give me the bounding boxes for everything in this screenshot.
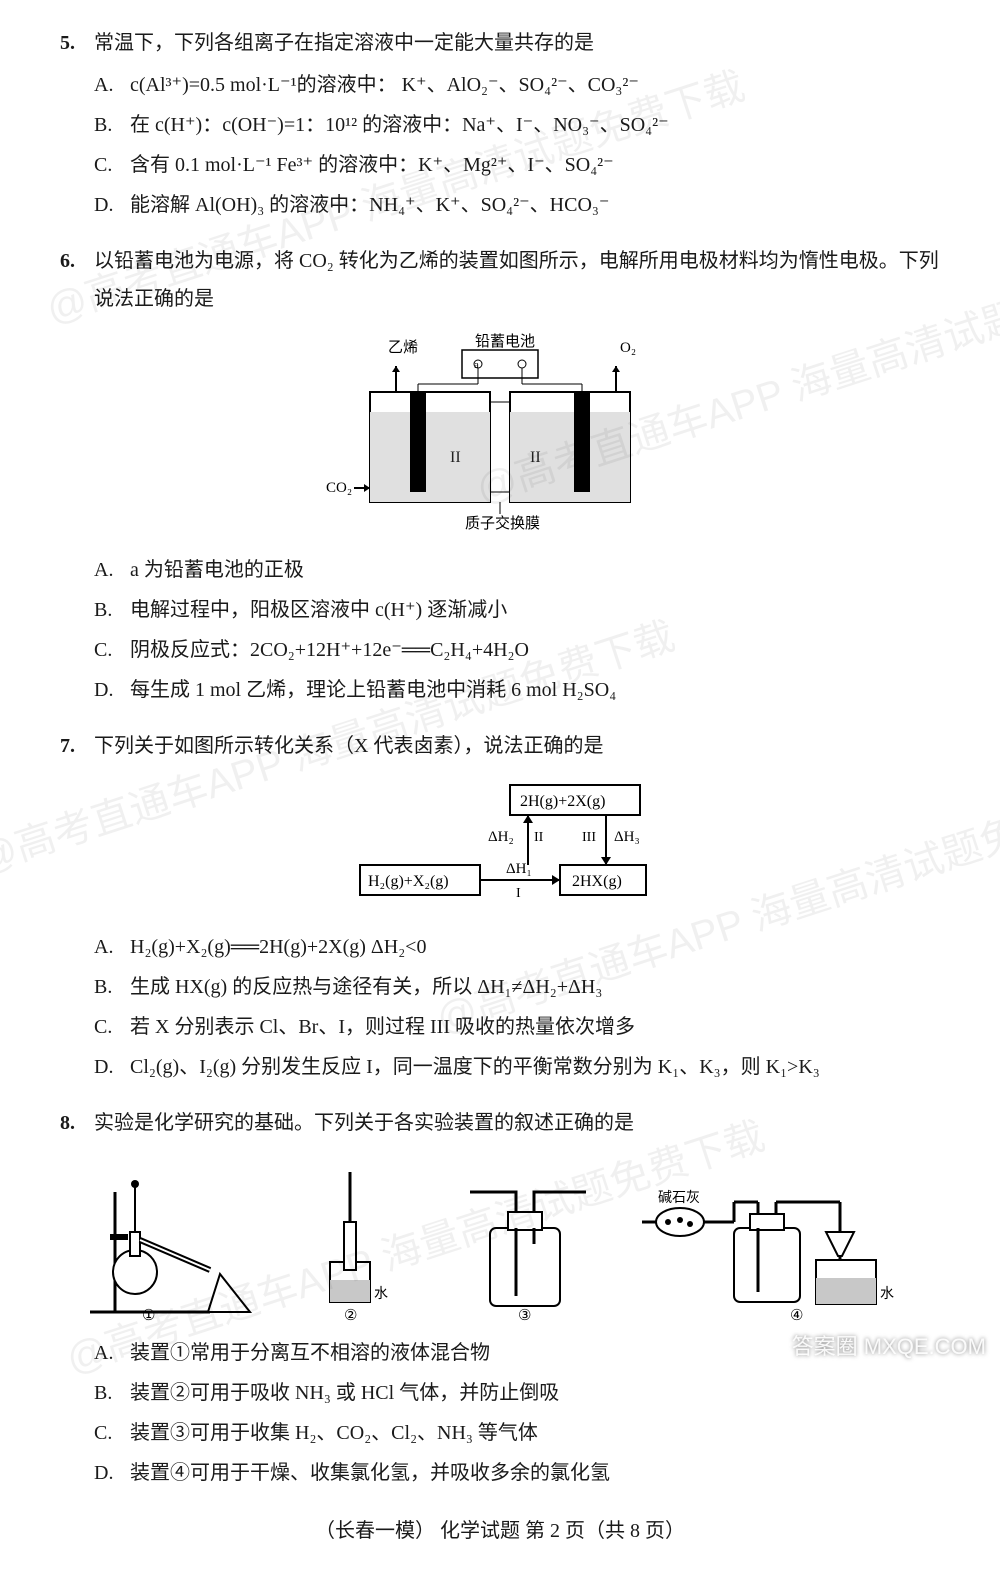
question-number: 7. (60, 727, 94, 765)
option-text: 每生成 1 mol 乙烯，理论上铅蓄电池中消耗 6 mol H₂SO₄ (130, 671, 940, 709)
option-text: 含有 0.1 mol·L⁻¹ Fe³⁺ 的溶液中：K⁺、Mg²⁺、I⁻、SO₄²… (130, 146, 940, 184)
question-5: 5. 常温下，下列各组离子在指定溶液中一定能大量共存的是 A.c(Al³⁺)=0… (60, 24, 940, 224)
label-battery: 铅蓄电池 (475, 333, 535, 350)
option-label: C. (94, 1008, 130, 1046)
question-6: 6. 以铅蓄电池为电源，将 CO₂ 转化为乙烯的装置如图所示，电解所用电极材料均… (60, 242, 940, 709)
option-c: C.装置③可用于收集 H₂、CO₂、Cl₂、NH₃ 等气体 (94, 1414, 940, 1452)
label-membrane: 质子交换膜 (465, 514, 540, 532)
svg-text:水: 水 (374, 1286, 388, 1302)
svg-text:碱石灰: 碱石灰 (658, 1190, 700, 1206)
option-d: D.Cl₂(g)、I₂(g) 分别发生反应 I，同一温度下的平衡常数分别为 K₁… (94, 1048, 940, 1086)
option-label: B. (94, 968, 130, 1006)
question-number: 5. (60, 24, 94, 62)
question-stem: 以铅蓄电池为电源，将 CO₂ 转化为乙烯的装置如图所示，电解所用电极材料均为惰性… (94, 242, 940, 318)
option-text: 若 X 分别表示 Cl、Br、I，则过程 III 吸收的热量依次增多 (130, 1008, 940, 1046)
option-d: D.每生成 1 mol 乙烯，理论上铅蓄电池中消耗 6 mol H₂SO₄ (94, 671, 940, 709)
option-label: D. (94, 1454, 130, 1492)
option-label: B. (94, 106, 130, 144)
option-c: C.若 X 分别表示 Cl、Br、I，则过程 III 吸收的热量依次增多 (94, 1008, 940, 1046)
option-label: D. (94, 186, 130, 224)
option-text: a 为铅蓄电池的正极 (130, 551, 940, 589)
option-label: D. (94, 1048, 130, 1086)
svg-text:水: 水 (880, 1286, 894, 1302)
option-text: H₂(g)+X₂(g)══2H(g)+2X(g) ΔH₂<0 (130, 928, 940, 966)
enthalpy-flowchart: 2H(g)+2X(g) H₂(g)+X₂(g) 2HX(g) ΔH₁ I ΔH₂… (60, 779, 940, 922)
option-label: C. (94, 631, 130, 669)
option-label: A. (94, 1334, 130, 1372)
label-oxygen: O₂ (620, 340, 636, 356)
question-7: 7. 下列关于如图所示转化关系（X 代表卤素），说法正确的是 2H(g)+2X(… (60, 727, 940, 1086)
option-d: D.能溶解 Al(OH)₃ 的溶液中：NH₄⁺、K⁺、SO₄²⁻、HCO₃⁻ (94, 186, 940, 224)
apparatus-4: 碱石灰 水 ④ (640, 1172, 920, 1322)
option-text: 在 c(H⁺)：c(OH⁻)=1：10¹² 的溶液中：Na⁺、I⁻、NO₃⁻、S… (130, 106, 940, 144)
apparatus-1: ① (80, 1162, 270, 1322)
option-a: A.H₂(g)+X₂(g)══2H(g)+2X(g) ΔH₂<0 (94, 928, 940, 966)
option-text: 装置②可用于吸收 NH₃ 或 HCl 气体，并防止倒吸 (130, 1374, 940, 1412)
svg-text:④: ④ (790, 1308, 803, 1322)
option-a: A.a 为铅蓄电池的正极 (94, 551, 940, 589)
svg-text:II: II (534, 830, 544, 845)
electrolysis-figure: 乙烯 铅蓄电池 O₂ a II II (60, 332, 940, 545)
question-number: 8. (60, 1104, 94, 1142)
option-text: 阴极反应式：2CO₂+12H⁺+12e⁻══C₂H₄+4H₂O (130, 631, 940, 669)
question-8: 8. 实验是化学研究的基础。下列关于各实验装置的叙述正确的是 ① (60, 1104, 940, 1492)
page-footer: （长春一模） 化学试题 第 2 页（共 8 页） (60, 1512, 940, 1550)
option-b: B.装置②可用于吸收 NH₃ 或 HCl 气体，并防止倒吸 (94, 1374, 940, 1412)
apparatus-row: ① 水 ② ③ 碱 (60, 1162, 940, 1322)
svg-text:②: ② (344, 1308, 357, 1322)
option-b: B.电解过程中，阳极区溶液中 c(H⁺) 逐渐减小 (94, 591, 940, 629)
option-label: B. (94, 591, 130, 629)
question-stem: 实验是化学研究的基础。下列关于各实验装置的叙述正确的是 (94, 1104, 940, 1142)
svg-text:I: I (516, 886, 521, 901)
option-text: Cl₂(g)、I₂(g) 分别发生反应 I，同一温度下的平衡常数分别为 K₁、K… (130, 1048, 940, 1086)
label-ethylene: 乙烯 (388, 339, 418, 356)
option-text: c(Al³⁺)=0.5 mol·L⁻¹的溶液中： K⁺、AlO₂⁻、SO₄²⁻、… (130, 66, 940, 104)
option-label: B. (94, 1374, 130, 1412)
svg-text:H₂(g)+X₂(g): H₂(g)+X₂(g) (368, 873, 449, 890)
option-label: D. (94, 671, 130, 709)
option-d: D.装置④可用于干燥、收集氯化氢，并吸收多余的氯化氢 (94, 1454, 940, 1492)
option-c: C.阴极反应式：2CO₂+12H⁺+12e⁻══C₂H₄+4H₂O (94, 631, 940, 669)
option-text: 生成 HX(g) 的反应热与途径有关，所以 ΔH₁≠ΔH₂+ΔH₃ (130, 968, 940, 1006)
option-text: 能溶解 Al(OH)₃ 的溶液中：NH₄⁺、K⁺、SO₄²⁻、HCO₃⁻ (130, 186, 940, 224)
svg-text:2HX(g): 2HX(g) (572, 873, 622, 890)
option-label: C. (94, 146, 130, 184)
option-text: 装置③可用于收集 H₂、CO₂、Cl₂、NH₃ 等气体 (130, 1414, 940, 1452)
option-text: 电解过程中，阳极区溶液中 c(H⁺) 逐渐减小 (130, 591, 940, 629)
option-label: A. (94, 551, 130, 589)
option-label: A. (94, 928, 130, 966)
question-number: 6. (60, 242, 94, 318)
svg-text:III: III (582, 830, 596, 845)
option-label: A. (94, 66, 130, 104)
svg-text:③: ③ (518, 1308, 531, 1322)
option-b: B.生成 HX(g) 的反应热与途径有关，所以 ΔH₁≠ΔH₂+ΔH₃ (94, 968, 940, 1006)
option-c: C.含有 0.1 mol·L⁻¹ Fe³⁺ 的溶液中：K⁺、Mg²⁺、I⁻、SO… (94, 146, 940, 184)
svg-text:II: II (530, 449, 541, 466)
corner-watermark: 答案圈 MXQE.COM (792, 1326, 986, 1368)
apparatus-2: 水 ② (310, 1162, 410, 1322)
svg-text:ΔH₃: ΔH₃ (614, 829, 640, 845)
svg-text:2H(g)+2X(g): 2H(g)+2X(g) (520, 793, 605, 810)
apparatus-3: ③ (450, 1172, 600, 1322)
svg-text:II: II (450, 449, 461, 466)
option-text: 装置④可用于干燥、收集氯化氢，并吸收多余的氯化氢 (130, 1454, 940, 1492)
option-a: A.c(Al³⁺)=0.5 mol·L⁻¹的溶液中： K⁺、AlO₂⁻、SO₄²… (94, 66, 940, 104)
svg-text:①: ① (142, 1308, 155, 1322)
option-label: C. (94, 1414, 130, 1452)
svg-text:ΔH₂: ΔH₂ (488, 829, 514, 845)
option-b: B.在 c(H⁺)：c(OH⁻)=1：10¹² 的溶液中：Na⁺、I⁻、NO₃⁻… (94, 106, 940, 144)
svg-text:CO₂: CO₂ (326, 480, 352, 496)
question-stem: 下列关于如图所示转化关系（X 代表卤素），说法正确的是 (94, 727, 940, 765)
question-stem: 常温下，下列各组离子在指定溶液中一定能大量共存的是 (94, 24, 940, 62)
